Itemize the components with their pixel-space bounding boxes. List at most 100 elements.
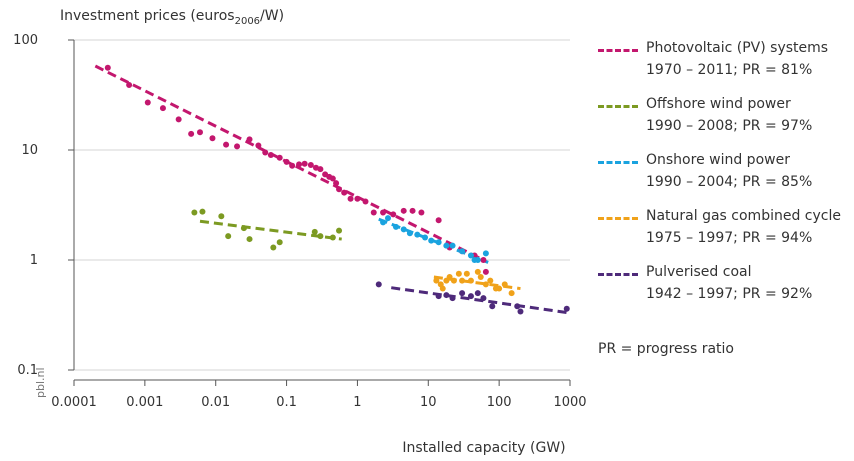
data-point-3 — [439, 285, 446, 292]
data-points — [104, 64, 570, 315]
data-point-1 — [336, 227, 343, 234]
data-point-0 — [336, 186, 343, 193]
data-point-3 — [459, 277, 466, 284]
data-point-2 — [400, 226, 407, 233]
data-point-0 — [262, 149, 269, 156]
data-point-4 — [467, 293, 474, 300]
data-point-3 — [501, 281, 508, 288]
data-point-1 — [317, 233, 324, 240]
data-point-0 — [104, 64, 111, 71]
data-point-4 — [443, 292, 450, 299]
x-tick-label: 0.01 — [201, 395, 230, 410]
data-point-1 — [240, 225, 247, 232]
data-point-2 — [449, 242, 456, 249]
data-point-4 — [375, 281, 382, 288]
legend-period-onshore-wind: 1990 – 2004; PR = 85% — [646, 174, 813, 190]
legend-item-coal: Pulverised coal 1942 – 1997; PR = 92% — [598, 264, 854, 320]
data-point-4 — [517, 308, 524, 315]
grid — [74, 39, 570, 371]
x-tick-label: 0.001 — [126, 395, 163, 410]
data-point-0 — [126, 81, 133, 88]
data-point-3 — [477, 274, 484, 281]
legend-swatch-onshore-wind — [598, 161, 638, 164]
data-point-0 — [435, 217, 442, 224]
credit-label: pbl.nl — [34, 367, 47, 398]
data-point-4 — [474, 290, 481, 297]
trend-line-0 — [94, 64, 485, 262]
data-point-0 — [329, 175, 336, 182]
data-point-4 — [480, 295, 487, 302]
data-point-0 — [362, 198, 369, 205]
data-point-0 — [400, 207, 407, 214]
legend-label-offshore-wind: Offshore wind power — [646, 96, 791, 112]
data-point-4 — [449, 295, 456, 302]
data-point-0 — [209, 135, 216, 142]
legend-period-pv: 1970 – 2011; PR = 81% — [646, 62, 813, 78]
data-point-2 — [392, 223, 399, 230]
data-point-0 — [234, 143, 241, 150]
data-point-2 — [471, 257, 478, 263]
data-point-2 — [443, 242, 450, 249]
data-point-4 — [489, 303, 496, 310]
x-tick-label: 0.1 — [276, 395, 297, 410]
data-point-0 — [276, 154, 283, 161]
data-point-3 — [433, 277, 440, 284]
x-tick-label: 100 — [487, 395, 512, 410]
data-point-0 — [296, 161, 303, 168]
legend-item-offshore-wind: Offshore wind power 1990 – 2008; PR = 97… — [598, 96, 854, 152]
legend-item-pv: Photovoltaic (PV) systems 1970 – 2011; P… — [598, 40, 854, 96]
data-point-2 — [467, 252, 474, 259]
legend: Photovoltaic (PV) systems 1970 – 2011; P… — [598, 40, 854, 320]
data-point-3 — [508, 290, 515, 297]
data-point-4 — [459, 290, 466, 297]
data-point-2 — [428, 237, 435, 244]
data-point-0 — [333, 180, 340, 187]
data-point-2 — [406, 230, 413, 237]
legend-swatch-natural-gas — [598, 217, 638, 220]
data-point-3 — [463, 270, 470, 277]
data-point-1 — [270, 244, 277, 251]
legend-period-coal: 1942 – 1997; PR = 92% — [646, 286, 813, 302]
data-point-1 — [199, 208, 206, 215]
data-point-4 — [435, 293, 442, 300]
data-point-3 — [446, 274, 453, 281]
data-point-0 — [255, 142, 262, 149]
data-point-0 — [301, 160, 308, 167]
data-point-0 — [283, 158, 290, 165]
data-point-4 — [514, 303, 521, 310]
data-point-0 — [175, 116, 182, 123]
data-point-2 — [380, 219, 387, 226]
data-point-0 — [188, 130, 195, 137]
data-point-3 — [450, 277, 457, 284]
x-axis-label: Installed capacity (GW) — [402, 440, 565, 456]
data-point-0 — [390, 211, 397, 218]
data-point-0 — [159, 105, 166, 112]
data-point-2 — [422, 234, 429, 241]
data-point-3 — [474, 268, 481, 275]
axes: 0.1 1 10 100 0.0001 0.001 0.01 0.1 1 10 100 1000 — [13, 33, 586, 410]
data-point-2 — [384, 215, 391, 222]
data-point-3 — [487, 277, 494, 284]
data-point-0 — [267, 152, 274, 159]
data-point-3 — [455, 270, 462, 277]
y-tick-label: 10 — [21, 143, 38, 158]
data-point-0 — [480, 257, 487, 263]
data-point-0 — [317, 166, 324, 173]
y-tick-label: 1 — [30, 253, 38, 268]
data-point-1 — [329, 234, 336, 241]
data-point-0 — [409, 207, 416, 214]
data-point-0 — [370, 209, 377, 216]
y-tick-label: 0.1 — [17, 363, 38, 378]
data-point-1 — [246, 236, 253, 243]
legend-item-natural-gas: Natural gas combined cycle 1975 – 1997; … — [598, 208, 854, 264]
legend-label-pv: Photovoltaic (PV) systems — [646, 40, 829, 56]
data-point-0 — [144, 99, 151, 106]
legend-item-onshore-wind: Onshore wind power 1990 – 2004; PR = 85% — [598, 152, 854, 208]
data-point-0 — [223, 141, 230, 148]
legend-label-onshore-wind: Onshore wind power — [646, 152, 790, 168]
legend-period-natural-gas: 1975 – 1997; PR = 94% — [646, 230, 813, 246]
y-axis-label: Investment prices (euros2006/W) — [60, 8, 284, 27]
progress-ratio-note: PR = progress ratio — [598, 341, 734, 357]
legend-swatch-coal — [598, 273, 638, 276]
